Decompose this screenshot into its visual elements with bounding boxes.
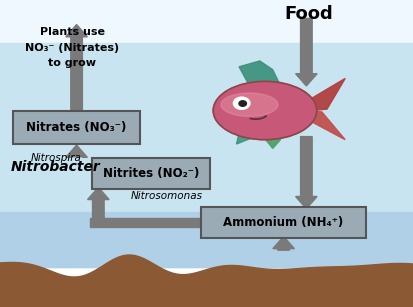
Polygon shape (239, 61, 280, 86)
Text: Nitrites (NO₂⁻): Nitrites (NO₂⁻) (103, 167, 199, 180)
FancyArrow shape (295, 18, 316, 86)
Circle shape (233, 97, 249, 109)
FancyArrow shape (87, 187, 109, 223)
Ellipse shape (213, 81, 316, 140)
FancyArrow shape (66, 145, 87, 157)
FancyArrow shape (295, 137, 316, 209)
Text: Food: Food (283, 5, 332, 23)
Text: Plants use: Plants use (40, 27, 105, 37)
Bar (0, 43, 413, 267)
Polygon shape (295, 78, 344, 112)
FancyArrow shape (66, 25, 87, 113)
Text: Nitrospira: Nitrospira (31, 153, 81, 163)
Polygon shape (295, 109, 344, 140)
FancyBboxPatch shape (200, 207, 366, 238)
Text: Nitrosomonas: Nitrosomonas (130, 192, 202, 201)
FancyArrow shape (90, 218, 200, 227)
Text: to grow: to grow (48, 58, 96, 68)
Polygon shape (259, 132, 280, 149)
Text: Nitrates (NO₃⁻): Nitrates (NO₃⁻) (26, 121, 126, 134)
Ellipse shape (221, 93, 277, 116)
Circle shape (238, 101, 246, 106)
Text: NO₃⁻ (Nitrates): NO₃⁻ (Nitrates) (25, 43, 119, 52)
FancyArrow shape (272, 236, 294, 250)
Bar (0, 0, 413, 43)
FancyBboxPatch shape (14, 111, 140, 144)
Bar (0, 212, 413, 267)
FancyBboxPatch shape (92, 158, 210, 189)
Text: Nitrobacter: Nitrobacter (11, 160, 100, 174)
Polygon shape (236, 131, 254, 144)
Text: Ammonium (NH₄⁺): Ammonium (NH₄⁺) (223, 216, 343, 229)
